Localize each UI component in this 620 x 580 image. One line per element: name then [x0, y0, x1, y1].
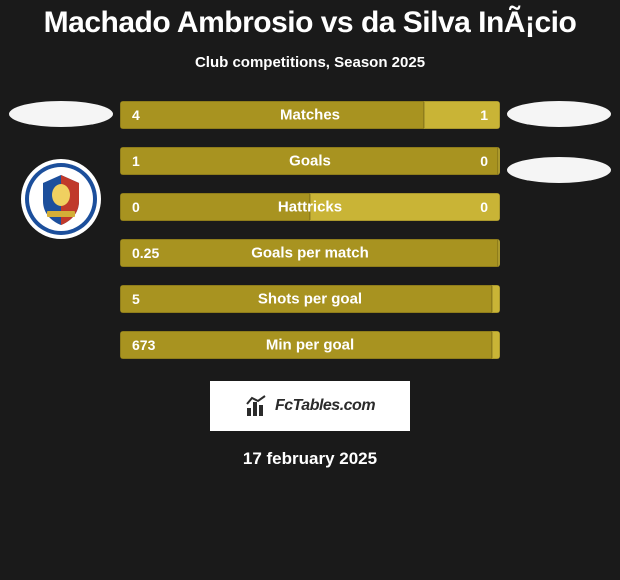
bar-value-left: 4	[132, 107, 140, 123]
brand-text: FcTables.com	[275, 397, 375, 415]
bar-label: Goals	[289, 153, 331, 170]
right-column	[504, 101, 614, 183]
bar-value-right: 1	[480, 107, 488, 123]
bar-value-right: 0	[480, 199, 488, 215]
left-column	[6, 101, 116, 241]
bar-row: 4 1 Matches	[120, 101, 500, 129]
page-title: Machado Ambrosio vs da Silva InÃ¡cio	[0, 0, 620, 40]
bar-label: Min per goal	[266, 337, 354, 354]
bar-value-left: 1	[132, 153, 140, 169]
player-ellipse-left	[9, 101, 113, 127]
content-area: 4 1 Matches 1 0 Goals 0 0 Hattricks 0.25 Goals per…	[0, 101, 620, 359]
bar-right-fill	[492, 285, 500, 313]
bar-value-left: 5	[132, 291, 140, 307]
club-crest-left	[19, 157, 103, 241]
bar-right-fill	[498, 147, 500, 175]
bar-row: 0.25 Goals per match	[120, 239, 500, 267]
crest-icon	[19, 157, 103, 241]
bars-container: 4 1 Matches 1 0 Goals 0 0 Hattricks 0.25 Goals per…	[116, 101, 504, 359]
bar-value-left: 673	[132, 337, 155, 353]
bar-label: Hattricks	[278, 199, 342, 216]
chart-icon	[245, 394, 269, 418]
brand-box: FcTables.com	[210, 381, 410, 431]
bar-value-right: 0	[480, 153, 488, 169]
bar-left-fill	[120, 101, 424, 129]
bar-right-fill	[492, 331, 500, 359]
date-line: 17 february 2025	[0, 449, 620, 469]
player-ellipse-right-2	[507, 157, 611, 183]
bar-right-fill	[498, 239, 500, 267]
bar-row: 673 Min per goal	[120, 331, 500, 359]
bar-row: 1 0 Goals	[120, 147, 500, 175]
bar-row: 5 Shots per goal	[120, 285, 500, 313]
bar-right-fill	[424, 101, 500, 129]
player-ellipse-right-1	[507, 101, 611, 127]
bar-label: Shots per goal	[258, 291, 362, 308]
bar-value-left: 0.25	[132, 245, 159, 261]
bar-row: 0 0 Hattricks	[120, 193, 500, 221]
subtitle: Club competitions, Season 2025	[0, 54, 620, 71]
bar-label: Matches	[280, 107, 340, 124]
bar-label: Goals per match	[251, 245, 369, 262]
bar-value-left: 0	[132, 199, 140, 215]
